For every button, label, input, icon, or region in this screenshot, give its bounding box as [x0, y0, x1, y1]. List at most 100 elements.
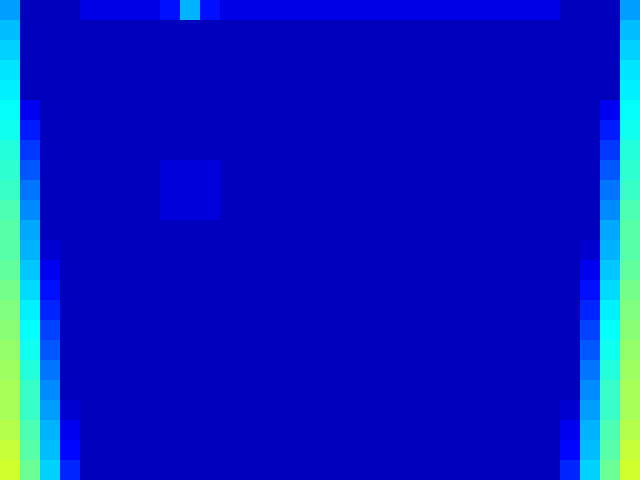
- heatmap-cell: [520, 140, 541, 161]
- heatmap-cell: [40, 160, 61, 181]
- heatmap-cell: [460, 140, 481, 161]
- heatmap-cell: [420, 340, 441, 361]
- heatmap-cell: [260, 340, 281, 361]
- heatmap-cell: [180, 140, 201, 161]
- heatmap-cell: [420, 20, 441, 41]
- heatmap-cell: [460, 160, 481, 181]
- heatmap-cell: [340, 200, 361, 221]
- heatmap-cell: [300, 340, 321, 361]
- heatmap-cell: [260, 320, 281, 341]
- heatmap-cell: [420, 380, 441, 401]
- heatmap-cell: [0, 40, 21, 61]
- heatmap-cell: [560, 440, 581, 461]
- heatmap-cell: [240, 80, 261, 101]
- heatmap-cell: [280, 300, 301, 321]
- heatmap-cell: [420, 80, 441, 101]
- heatmap-cell: [300, 60, 321, 81]
- heatmap-cell: [560, 220, 581, 241]
- heatmap-cell: [40, 280, 61, 301]
- heatmap-cell: [0, 280, 21, 301]
- heatmap-cell: [380, 180, 401, 201]
- heatmap-cell: [320, 460, 341, 480]
- heatmap-cell: [280, 360, 301, 381]
- heatmap-cell: [60, 280, 81, 301]
- heatmap-cell: [40, 140, 61, 161]
- heatmap-cell: [40, 260, 61, 281]
- heatmap-cell: [220, 420, 241, 441]
- heatmap-cell: [360, 100, 381, 121]
- heatmap-cell: [600, 420, 621, 441]
- heatmap-cell: [100, 60, 121, 81]
- heatmap-cell: [540, 440, 561, 461]
- heatmap-cell: [380, 120, 401, 141]
- heatmap-cell: [300, 100, 321, 121]
- heatmap-cell: [180, 80, 201, 101]
- heatmap-cell: [80, 340, 101, 361]
- heatmap-cell: [80, 60, 101, 81]
- heatmap-cell: [0, 360, 21, 381]
- heatmap-cell: [60, 340, 81, 361]
- heatmap-cell: [100, 300, 121, 321]
- heatmap-cell: [520, 100, 541, 121]
- heatmap-cell: [220, 280, 241, 301]
- heatmap-cell: [340, 180, 361, 201]
- heatmap-cell: [480, 40, 501, 61]
- heatmap-cell: [80, 320, 101, 341]
- heatmap-cell: [60, 60, 81, 81]
- heatmap-cell: [120, 100, 141, 121]
- heatmap-cell: [200, 260, 221, 281]
- heatmap-cell: [540, 0, 561, 21]
- heatmap-cell: [340, 60, 361, 81]
- heatmap-cell: [600, 80, 621, 101]
- heatmap-cell: [400, 220, 421, 241]
- heatmap-cell: [220, 80, 241, 101]
- heatmap-cell: [520, 240, 541, 261]
- heatmap-cell: [360, 280, 381, 301]
- heatmap-cell: [340, 0, 361, 21]
- heatmap-cell: [620, 100, 640, 121]
- heatmap-cell: [460, 380, 481, 401]
- heatmap-cell: [80, 300, 101, 321]
- heatmap-cell: [20, 80, 41, 101]
- heatmap-cell: [360, 320, 381, 341]
- heatmap-cell: [60, 40, 81, 61]
- heatmap-cell: [100, 20, 121, 41]
- heatmap-cell: [100, 460, 121, 480]
- heatmap-cell: [100, 160, 121, 181]
- heatmap-cell: [400, 200, 421, 221]
- heatmap-cell: [180, 160, 201, 181]
- heatmap-cell: [20, 60, 41, 81]
- heatmap-cell: [20, 220, 41, 241]
- heatmap-cell: [0, 340, 21, 361]
- heatmap-cell: [180, 420, 201, 441]
- heatmap-cell: [360, 300, 381, 321]
- heatmap-cell: [560, 360, 581, 381]
- heatmap-cell: [240, 0, 261, 21]
- heatmap-cell: [100, 280, 121, 301]
- heatmap-cell: [520, 420, 541, 441]
- heatmap-cell: [620, 320, 640, 341]
- heatmap-cell: [20, 400, 41, 421]
- heatmap-cell: [160, 380, 181, 401]
- heatmap-cell: [160, 160, 181, 181]
- heatmap-cell: [620, 300, 640, 321]
- heatmap-cell: [480, 460, 501, 480]
- heatmap-cell: [120, 0, 141, 21]
- heatmap-cell: [240, 100, 261, 121]
- heatmap-cell: [260, 100, 281, 121]
- heatmap-cell: [440, 400, 461, 421]
- heatmap-cell: [80, 380, 101, 401]
- heatmap-cell: [340, 40, 361, 61]
- heatmap-cell: [80, 420, 101, 441]
- heatmap-cell: [320, 60, 341, 81]
- heatmap-cell: [280, 0, 301, 21]
- heatmap-cell: [320, 340, 341, 361]
- heatmap-cell: [0, 320, 21, 341]
- heatmap-cell: [220, 60, 241, 81]
- heatmap-cell: [20, 360, 41, 381]
- heatmap-cell: [500, 20, 521, 41]
- heatmap-cell: [340, 260, 361, 281]
- heatmap-cell: [140, 180, 161, 201]
- heatmap-cell: [620, 220, 640, 241]
- heatmap-cell: [280, 280, 301, 301]
